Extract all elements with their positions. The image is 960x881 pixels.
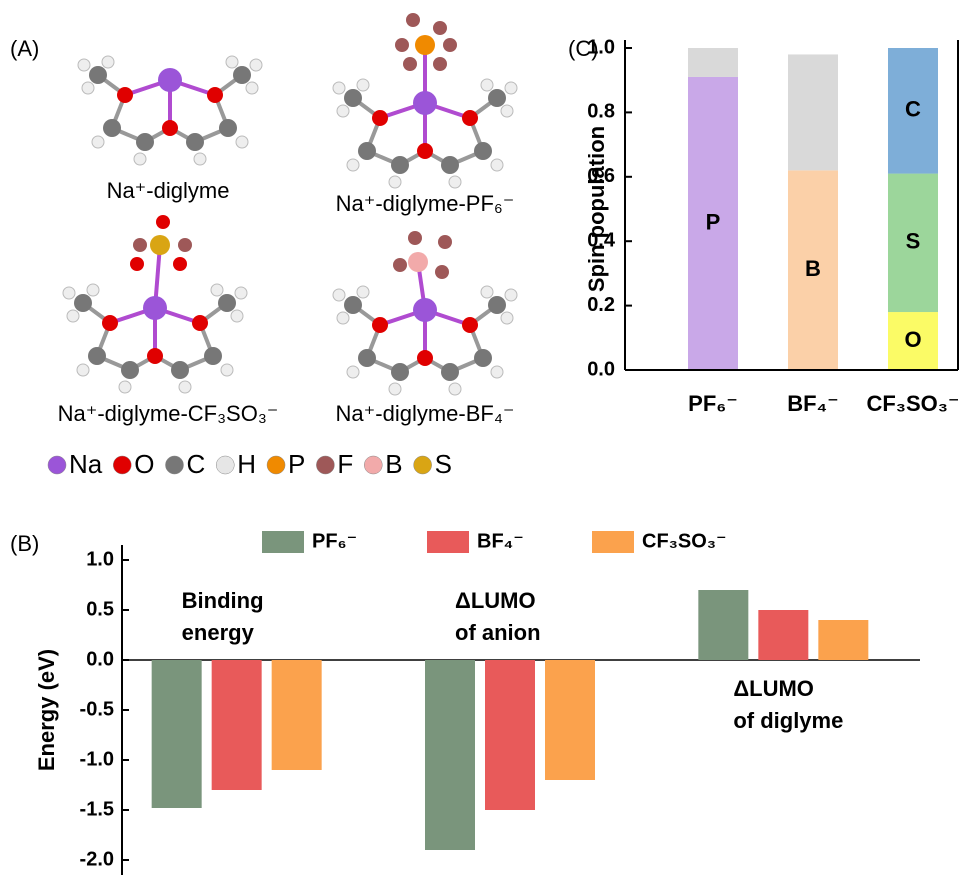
body: (A) Na⁺-diglyme Na⁺-diglyme-PF₆⁻ Na⁺-dig… <box>0 0 960 881</box>
y-tick-label: 0.0 <box>587 358 615 380</box>
bar-segment <box>788 54 838 170</box>
segment-label: C <box>905 97 921 122</box>
y-tick-label: 0.5 <box>86 598 114 620</box>
legend-label: Na <box>69 449 103 479</box>
y-axis-label: Energy (eV) <box>34 649 59 771</box>
molecule-label: Na⁺-diglyme-PF₆⁻ <box>336 191 515 216</box>
y-axis-label: Spin population <box>584 126 609 292</box>
segment-label: P <box>706 209 721 234</box>
legend-atom <box>216 456 234 474</box>
legend-atom <box>316 456 334 474</box>
legend-label: S <box>435 449 452 479</box>
atom-f <box>133 238 147 252</box>
molecule <box>78 56 262 165</box>
atom-f <box>406 13 420 27</box>
molecule <box>63 284 247 393</box>
bar <box>758 610 808 660</box>
atom-p <box>415 35 435 55</box>
segment-label: B <box>805 256 821 281</box>
atom-o <box>173 257 187 271</box>
category-label: ΔLUMO of diglyme <box>733 676 843 733</box>
y-tick-label: 0.0 <box>86 648 114 670</box>
atom-b <box>408 252 428 272</box>
pf6-anion <box>395 13 457 103</box>
bar <box>485 660 535 810</box>
legend-atom <box>165 456 183 474</box>
segment-label: S <box>906 229 921 254</box>
legend-label: H <box>237 449 256 479</box>
legend-label: F <box>337 449 353 479</box>
bar <box>698 590 748 660</box>
x-tick-label: BF₄⁻ <box>787 391 838 416</box>
atom-f <box>178 238 192 252</box>
bar <box>545 660 595 780</box>
page: {"panel_a": {"label": "(A)", "molecules"… <box>0 0 960 881</box>
panel-label: (B) <box>10 531 39 556</box>
y-tick-label: 0.4 <box>587 229 616 251</box>
legend-swatch <box>592 531 634 553</box>
legend-atom <box>414 456 432 474</box>
atom-f <box>435 265 449 279</box>
legend-atom <box>267 456 285 474</box>
molecule <box>333 286 517 395</box>
legend-label: P <box>288 449 305 479</box>
cf3so3-anion <box>130 215 192 308</box>
legend-label: O <box>134 449 154 479</box>
legend-swatch <box>427 531 469 553</box>
figure: (A) Na⁺-diglyme Na⁺-diglyme-PF₆⁻ Na⁺-dig… <box>0 0 960 881</box>
category-label: ΔLUMO of anion <box>455 588 542 645</box>
category-label: Binding energy <box>182 588 270 645</box>
y-tick-label: 0.2 <box>587 294 615 316</box>
segment-label: O <box>904 327 921 352</box>
y-tick-label: 0.8 <box>587 101 615 123</box>
legend-atom <box>364 456 382 474</box>
atom-f <box>438 235 452 249</box>
y-tick-label: -0.5 <box>80 698 114 720</box>
atom-f <box>443 38 457 52</box>
y-tick-label: 0.6 <box>587 165 615 187</box>
y-tick-label: -1.5 <box>80 798 114 820</box>
legend-label: BF₄⁻ <box>477 530 524 552</box>
atom-f <box>393 258 407 272</box>
bar <box>212 660 262 790</box>
legend-label: CF₃SO₃⁻ <box>642 530 727 552</box>
y-tick-label: -1.0 <box>80 748 114 770</box>
y-tick-label: 1.0 <box>86 548 114 570</box>
legend-label: PF₆⁻ <box>312 530 357 552</box>
bar <box>818 620 868 660</box>
x-tick-label: PF₆⁻ <box>688 391 738 416</box>
legend-label: C <box>186 449 205 479</box>
molecule-label: Na⁺-diglyme-CF₃SO₃⁻ <box>58 401 279 426</box>
atom-f <box>433 21 447 35</box>
legend-atom <box>48 456 66 474</box>
x-tick-label: CF₃SO₃⁻ <box>866 391 959 416</box>
molecule-label: Na⁺-diglyme <box>107 178 230 203</box>
atom-o <box>130 257 144 271</box>
bar-segment <box>688 48 738 77</box>
atom-f <box>395 38 409 52</box>
atom-f <box>408 231 422 245</box>
molecule <box>333 79 517 188</box>
atom-f <box>433 57 447 71</box>
legend-label: B <box>385 449 402 479</box>
atom-s <box>150 235 170 255</box>
atom-o <box>156 215 170 229</box>
bar <box>425 660 475 850</box>
molecule-label: Na⁺-diglyme-BF₄⁻ <box>336 401 515 426</box>
y-tick-label: -2.0 <box>80 848 114 870</box>
panel-label: (A) <box>10 36 39 61</box>
bar <box>272 660 322 770</box>
atom-f <box>403 57 417 71</box>
legend-swatch <box>262 531 304 553</box>
legend-atom <box>113 456 131 474</box>
y-tick-label: 1.0 <box>587 36 615 58</box>
bar <box>152 660 202 808</box>
bf4-anion <box>393 231 452 310</box>
